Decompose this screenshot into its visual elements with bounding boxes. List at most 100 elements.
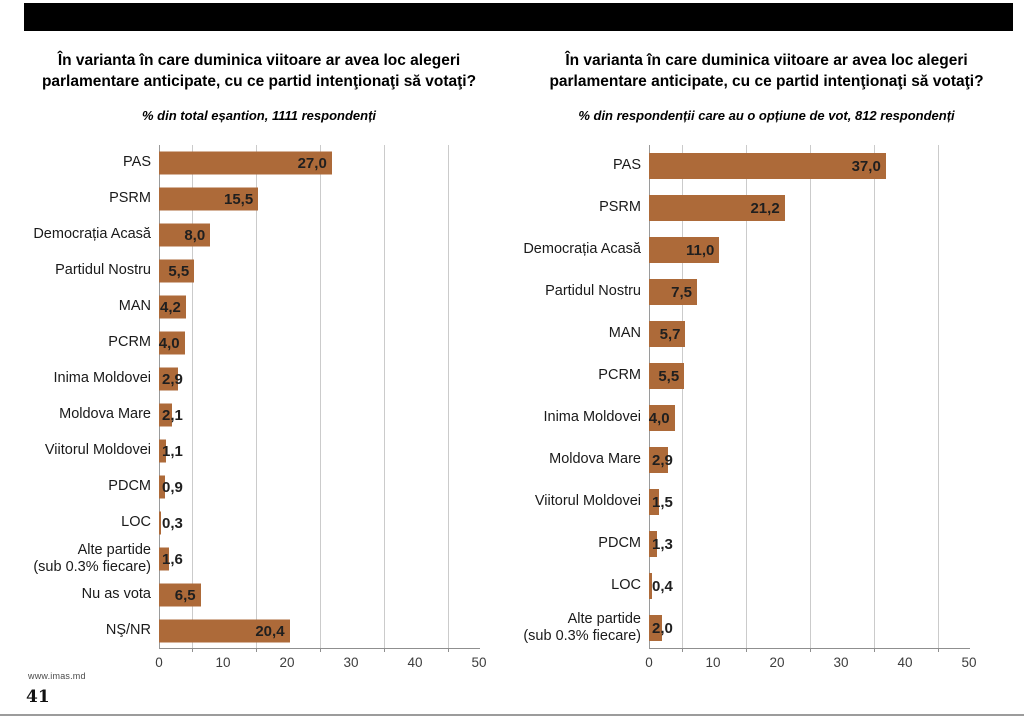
bar [649,447,668,473]
value-label: 2,9 [652,451,673,469]
bar [159,367,178,391]
axis-tick-mark [938,648,939,652]
category-label: Alte partide (sub 0.3% fiecare) [33,541,151,575]
chart-title: În varianta în care duminica viitoare ar… [24,50,494,92]
gridline [874,145,875,648]
x-axis-labels: 0 10 20 30 40 50 [645,655,976,671]
bar [649,405,675,431]
bar-track: 1,5 [649,481,969,523]
axis-tick-mark [384,648,385,652]
gridline [384,145,385,648]
bar [649,615,662,641]
category-label: Inima Moldovei [53,370,151,387]
value-label: 4,0 [648,409,670,427]
chart-row: MAN 5,7 [514,313,1019,355]
chart-title-line2: parlamentare anticipate, cu ce partid in… [549,73,984,90]
bar-track: 2,0 [649,607,969,649]
chart-row: PSRM 21,2 [514,187,1019,229]
bar [159,403,173,427]
bar-track: 0,4 [649,565,969,607]
chart-row: Partidul Nostru 5,5 [24,253,494,289]
x-tick-label: 10 [215,655,231,670]
x-axis-labels: 0 10 20 30 40 50 [155,655,486,671]
value-label: 5,5 [168,262,190,280]
bar [159,151,332,175]
chart-row: Viitorul Moldovei 1,1 [24,433,494,469]
bar [649,153,886,179]
bar-track: 0,9 [159,469,479,505]
x-tick-label: 10 [705,655,721,670]
category-label: LOC [121,514,151,531]
bar-track: 5,5 [649,355,969,397]
slide-header-band [24,3,1013,31]
bar-track: 7,5 [649,271,969,313]
chart-title: În varianta în care duminica viitoare ar… [514,50,1019,92]
x-tick-label: 20 [279,655,295,670]
value-label: 21,2 [750,199,780,217]
plot-area: PAS 37,0 PSRM 21,2 Democrația Acasă 11,0 Parti… [514,145,1019,670]
bar-track: 21,2 [649,187,969,229]
x-tick-label: 0 [155,655,163,670]
gridline [320,145,321,648]
bar-track: 1,6 [159,541,479,577]
chart-title-line2: parlamentare anticipate, cu ce partid in… [41,73,477,90]
value-label: 15,5 [223,190,254,208]
category-label: Moldova Mare [549,451,641,468]
chart-title-line1: În varianta în care duminica viitoare ar… [57,52,461,69]
axis-tick-mark [874,648,875,652]
category-label: PDCM [108,478,151,495]
category-label: PCRM [108,334,151,351]
chart-panel-voters-with-option: În varianta în care duminica viitoare ar… [514,50,1019,710]
bar [159,223,211,247]
axis-tick-mark [256,648,257,652]
gridlines-and-axes [159,145,480,652]
bar-rows: PAS 37,0 PSRM 21,2 Democrația Acasă 11,0 Parti… [514,145,1019,649]
value-label: 2,1 [162,406,183,424]
x-tick-label: 50 [471,655,487,670]
bar [159,187,259,211]
chart-row: Nu as vota 6,5 [24,577,494,613]
axis-tick-mark [320,648,321,652]
value-label: 8,0 [184,226,206,244]
bar [159,439,167,463]
x-tick-label: 50 [961,655,977,670]
gridline [746,145,747,648]
axis-tick-mark [448,648,449,652]
category-label: Viitorul Moldovei [44,442,151,459]
chart-panel-total-sample: În varianta în care duminica viitoare ar… [24,50,494,710]
value-label: 27,0 [297,154,327,172]
bar [649,531,658,557]
chart-row: Democrația Acasă 11,0 [514,229,1019,271]
bar [159,511,161,535]
bar [649,573,652,599]
chart-row: PSRM 15,5 [24,181,494,217]
x-tick-label: 30 [833,655,849,670]
source-website: www.imas.md [28,671,86,681]
value-label: 1,6 [162,550,183,568]
chart-row: PAS 27,0 [24,145,494,181]
bar-track: 8,0 [159,217,479,253]
bar [159,583,201,607]
category-label: Partidul Nostru [545,283,641,300]
bar-track: 1,1 [159,433,479,469]
bar [649,489,659,515]
chart-row: PAS 37,0 [514,145,1019,187]
bar-track: 4,0 [649,397,969,439]
bottom-divider [0,714,1024,716]
bar-track: 5,5 [159,253,479,289]
gridlines-and-axes [649,145,970,652]
category-label: Democrația Acasă [33,226,151,243]
chart-row: NŞ/NR 20,4 [24,613,494,649]
gridline [192,145,193,648]
value-label: 1,1 [162,442,183,460]
bar-track: 15,5 [159,181,479,217]
chart-row: PDCM 1,3 [514,523,1019,565]
category-label: Moldova Mare [59,406,151,423]
bar [159,619,290,643]
chart-row: Partidul Nostru 7,5 [514,271,1019,313]
axis-tick-mark [192,648,193,652]
category-label: PSRM [599,199,641,216]
chart-row: Democrația Acasă 8,0 [24,217,494,253]
plot-area: PAS 27,0 PSRM 15,5 Democrația Acasă 8,0 Partid… [24,145,494,670]
bar-rows: PAS 27,0 PSRM 15,5 Democrația Acasă 8,0 Partid… [24,145,494,649]
